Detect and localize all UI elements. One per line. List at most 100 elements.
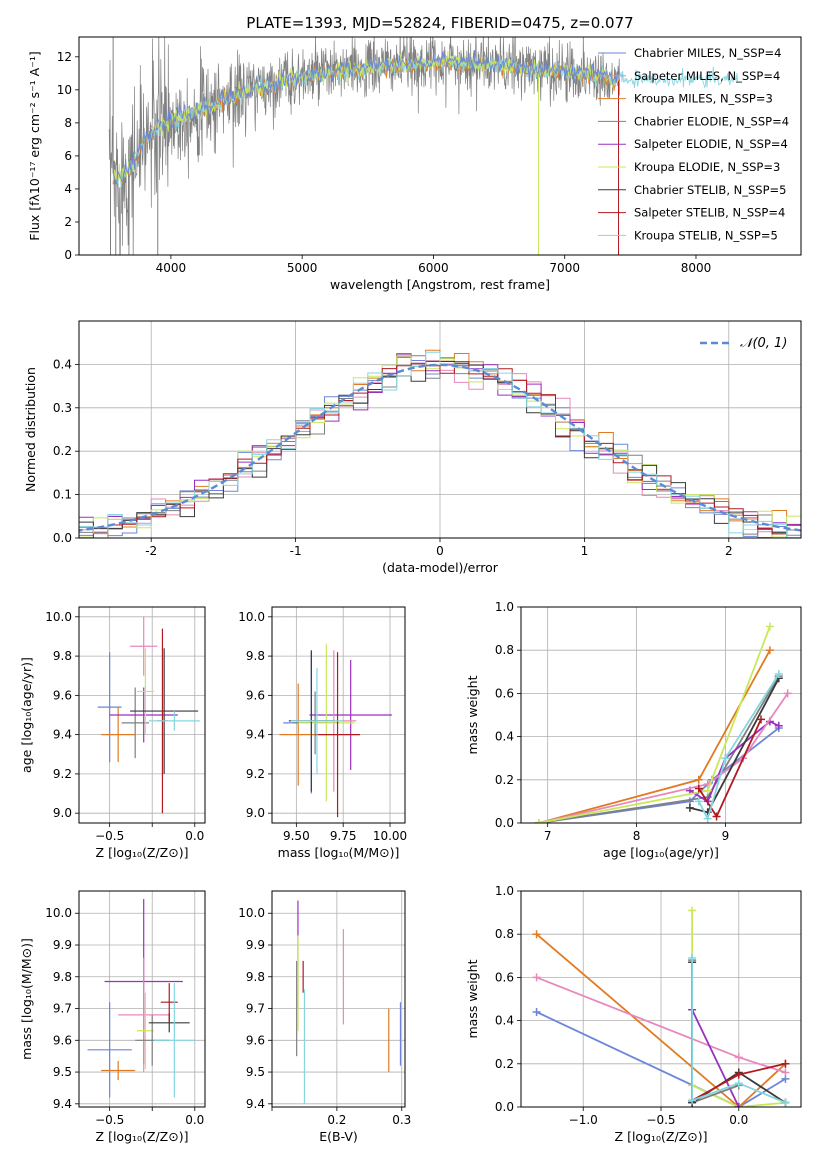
- legend: Chabrier MILES, N_SSP=4 Salpeter MILES, N…: [598, 46, 789, 242]
- x-tick-label: 7: [544, 829, 552, 843]
- y-tick-label: 9.0: [53, 806, 72, 820]
- weight-marker: [781, 1098, 790, 1107]
- y-axis-label: mass [log₁₀(M/M⊙)]: [19, 938, 34, 1060]
- y-tick-label: 9.6: [246, 1033, 265, 1047]
- weight-marker: [734, 1070, 743, 1079]
- x-axis-label: E(B-V): [319, 1129, 358, 1144]
- weight-marker: [757, 715, 765, 724]
- weight-marker: [694, 775, 703, 784]
- weight-marker: [765, 622, 774, 631]
- axes-frame: [271, 890, 406, 1108]
- y-tick-label: 9.4: [246, 1097, 265, 1111]
- histogram-step: [79, 362, 801, 538]
- axes-frame: [78, 36, 802, 256]
- weight-line: [538, 727, 780, 823]
- y-tick-label: 9.8: [53, 649, 72, 663]
- y-tick-label: 9.8: [246, 649, 265, 663]
- y-axis-label: mass weight: [465, 675, 480, 754]
- x-tick-label: 0.0: [185, 829, 204, 843]
- y-tick-label: 9.6: [53, 688, 72, 702]
- plot-area: [279, 644, 392, 818]
- weight-marker: [765, 646, 774, 655]
- weight-marker: [781, 1068, 790, 1077]
- y-tick-label: 10.0: [238, 610, 265, 624]
- weight-marker: [781, 1059, 790, 1068]
- weight-line: [536, 1011, 786, 1107]
- weight-marker: [688, 953, 697, 962]
- age-weight-axes: 7 8 9 0.0 0.2 0.4 0.6 0.8 1.0 age [log₁₀(age/yr)]…: [465, 600, 802, 860]
- y-tick-label: 1.0: [495, 884, 514, 898]
- weight-line: [691, 958, 786, 1104]
- legend-label: Chabrier STELIB, N_SSP=5: [634, 183, 786, 197]
- legend-label: Kroupa MILES, N_SSP=3: [634, 92, 773, 106]
- weight-marker: [532, 973, 541, 982]
- y-tick-label: 9.8: [246, 970, 265, 984]
- x-axis-label: Z [log₁₀(Z/Z⊙)]: [96, 845, 189, 860]
- x-axis-label: wavelength [Angstrom, rest frame]: [330, 277, 550, 292]
- y-tick-label: 0.1: [53, 488, 72, 502]
- x-tick-label: 5000: [287, 261, 318, 275]
- weight-marker: [734, 1079, 743, 1088]
- x-tick-label: 0.3: [392, 1113, 411, 1127]
- model-spectrum: [112, 50, 621, 185]
- y-tick-label: 0.6: [495, 970, 514, 984]
- y-tick-label: 1.0: [495, 600, 514, 614]
- x-tick-label: 0.0: [185, 1113, 204, 1127]
- axes-frame: [520, 606, 802, 824]
- y-tick-label: 0.4: [495, 730, 514, 744]
- legend-label: Salpeter STELIB, N_SSP=4: [634, 206, 785, 220]
- weight-marker: [694, 784, 703, 793]
- x-tick-label: 8: [633, 829, 641, 843]
- y-tick-label: 9.6: [53, 1033, 72, 1047]
- x-axis-label: age [log₁₀(age/yr)]: [603, 845, 719, 860]
- weight-marker: [721, 754, 730, 763]
- weight-marker: [688, 906, 697, 915]
- weight-line: [538, 626, 771, 823]
- plot-area: [108, 37, 739, 255]
- x-axis-label: Z [log₁₀(Z/Z⊙)]: [96, 1129, 189, 1144]
- y-tick-label: 9.7: [53, 1002, 72, 1016]
- weight-marker: [734, 1053, 743, 1062]
- y-tick-label: 9.4: [53, 1097, 72, 1111]
- y-tick-label: 9.4: [246, 728, 265, 742]
- x-tick-label: 9.50: [283, 829, 310, 843]
- x-tick-label: −0.5: [95, 829, 124, 843]
- y-tick-label: 0.2: [53, 444, 72, 458]
- x-tick-label: 6000: [418, 261, 449, 275]
- x-tick-label: −1.0: [569, 1113, 598, 1127]
- weight-marker: [774, 669, 783, 678]
- y-tick-label: 10: [57, 83, 72, 97]
- legend-label: Chabrier MILES, N_SSP=4: [634, 46, 781, 60]
- y-tick-label: 10.0: [45, 610, 72, 624]
- chart-title: PLATE=1393, MJD=52824, FIBERID=0475, z=0…: [246, 14, 633, 32]
- weight-marker: [703, 814, 712, 823]
- x-tick-label: 0.2: [327, 1113, 346, 1127]
- weight-line: [691, 1009, 740, 1107]
- y-tick-label: 8: [64, 116, 72, 130]
- x-tick-label: −0.5: [646, 1113, 675, 1127]
- weight-line: [691, 960, 740, 1104]
- y-axis-label: mass weight: [465, 959, 480, 1038]
- x-tick-label: 7000: [549, 261, 580, 275]
- mass-age-axes: 9.50 9.75 10.00 9.0 9.2 9.4 9.6 9.8 10.0 mass [lo…: [238, 606, 407, 860]
- y-tick-label: 10.0: [238, 906, 265, 920]
- weight-marker: [532, 1007, 541, 1016]
- x-tick-label: -1: [290, 544, 302, 558]
- legend-label: Kroupa STELIB, N_SSP=5: [634, 228, 778, 242]
- y-axis-label: age [log₁₀(age/yr)]: [19, 657, 34, 773]
- plot-area: [296, 900, 402, 1104]
- weight-marker: [783, 689, 792, 698]
- plot-area: [79, 349, 801, 538]
- legend-label: Chabrier ELODIE, N_SSP=4: [634, 114, 789, 128]
- weight-marker: [734, 1103, 743, 1107]
- x-tick-label: 2: [725, 544, 733, 558]
- weight-line: [536, 933, 787, 1107]
- y-tick-label: 0.8: [495, 643, 514, 657]
- y-tick-label: 4: [64, 182, 72, 196]
- y-axis-label: Flux [fλ10⁻¹⁷ erg cm⁻² s⁻¹ A⁻¹]: [27, 51, 42, 240]
- y-tick-label: 0.0: [53, 531, 72, 545]
- normal-curve: [79, 363, 801, 532]
- ebv-mass-axes: 0.2 0.3 9.4 9.5 9.6 9.7 9.8 9.9 10.0 E(B-V): [238, 890, 411, 1144]
- weight-line: [538, 692, 789, 823]
